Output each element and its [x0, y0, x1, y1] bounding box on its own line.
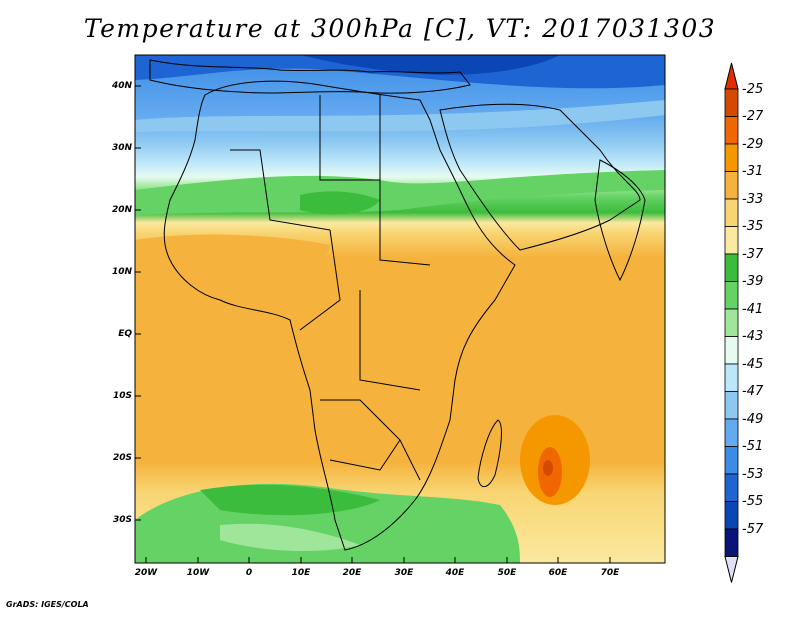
lon-label-20e: 20E: [342, 568, 362, 578]
colorbar-swatch: [724, 88, 739, 117]
lat-label-20s: 20S: [112, 453, 132, 463]
colorbar-label: -51: [742, 439, 764, 454]
colorbar-swatch: [724, 363, 739, 392]
colorbar-label: -35: [742, 219, 764, 234]
colorbar-swatch: [724, 391, 739, 420]
lat-label-30n: 30N: [111, 143, 132, 153]
footer-credit: GrADS: IGES/COLA: [6, 600, 89, 609]
colorbar-label: -41: [742, 302, 764, 317]
colorbar-swatch: [724, 308, 739, 337]
colorbar-swatch: [724, 528, 739, 557]
colorbar-label: -57: [742, 522, 764, 537]
colorbar-swatch: [724, 473, 739, 502]
colorbar-swatch: [724, 116, 739, 145]
colorbar-label: -49: [742, 412, 764, 427]
lat-label-30s: 30S: [112, 515, 132, 525]
colorbar-label: -31: [742, 164, 764, 179]
lat-label-20n: 20N: [111, 205, 132, 215]
colorbar-swatch: [724, 171, 739, 200]
lon-label-60e: 60E: [548, 568, 568, 578]
colorbar-swatch: [724, 143, 739, 172]
lat-label-10n: 10N: [111, 267, 132, 277]
colorbar-label: -53: [742, 467, 764, 482]
colorbar-swatch: [724, 336, 739, 365]
colorbar-swatch: [724, 281, 739, 310]
colorbar-over-arrow: [724, 62, 739, 90]
colorbar-swatch: [724, 501, 739, 530]
colorbar-swatch: [724, 198, 739, 227]
colorbar-label: -29: [742, 137, 764, 152]
lon-label-0: 0: [245, 568, 253, 578]
lon-label-10w: 10W: [186, 568, 210, 578]
lon-label-50e: 50E: [497, 568, 517, 578]
lat-label-eq: EQ: [118, 329, 132, 339]
coastlines: [149, 59, 646, 551]
colorbar-label: -25: [742, 82, 764, 97]
colorbar-label: -43: [742, 329, 764, 344]
lon-label-70e: 70E: [600, 568, 620, 578]
colorbar-label: -37: [742, 247, 764, 262]
colorbar: [724, 62, 739, 583]
plot-frame: [134, 54, 666, 564]
colorbar-swatch: [724, 418, 739, 447]
colorbar-under-arrow: [724, 556, 739, 583]
lat-label-40n: 40N: [111, 81, 132, 91]
lon-label-40e: 40E: [445, 568, 465, 578]
colorbar-label: -33: [742, 192, 764, 207]
lon-label-30e: 30E: [394, 568, 414, 578]
colorbar-swatch: [724, 226, 739, 255]
map-title: Temperature at 300hPa [C], VT: 201703130…: [83, 14, 717, 43]
lat-label-10s: 10S: [112, 391, 132, 401]
lon-label-10e: 10E: [291, 568, 311, 578]
colorbar-label: -47: [742, 384, 764, 399]
colorbar-label: -39: [742, 274, 764, 289]
colorbar-swatch: [724, 446, 739, 475]
colorbar-label: -45: [742, 357, 764, 372]
colorbar-label: -55: [742, 494, 764, 509]
lon-label-20w: 20W: [134, 568, 158, 578]
axis-ticks: [135, 85, 611, 563]
colorbar-label: -27: [742, 109, 764, 124]
temperature-field: [135, 55, 665, 563]
colorbar-swatch: [724, 253, 739, 282]
